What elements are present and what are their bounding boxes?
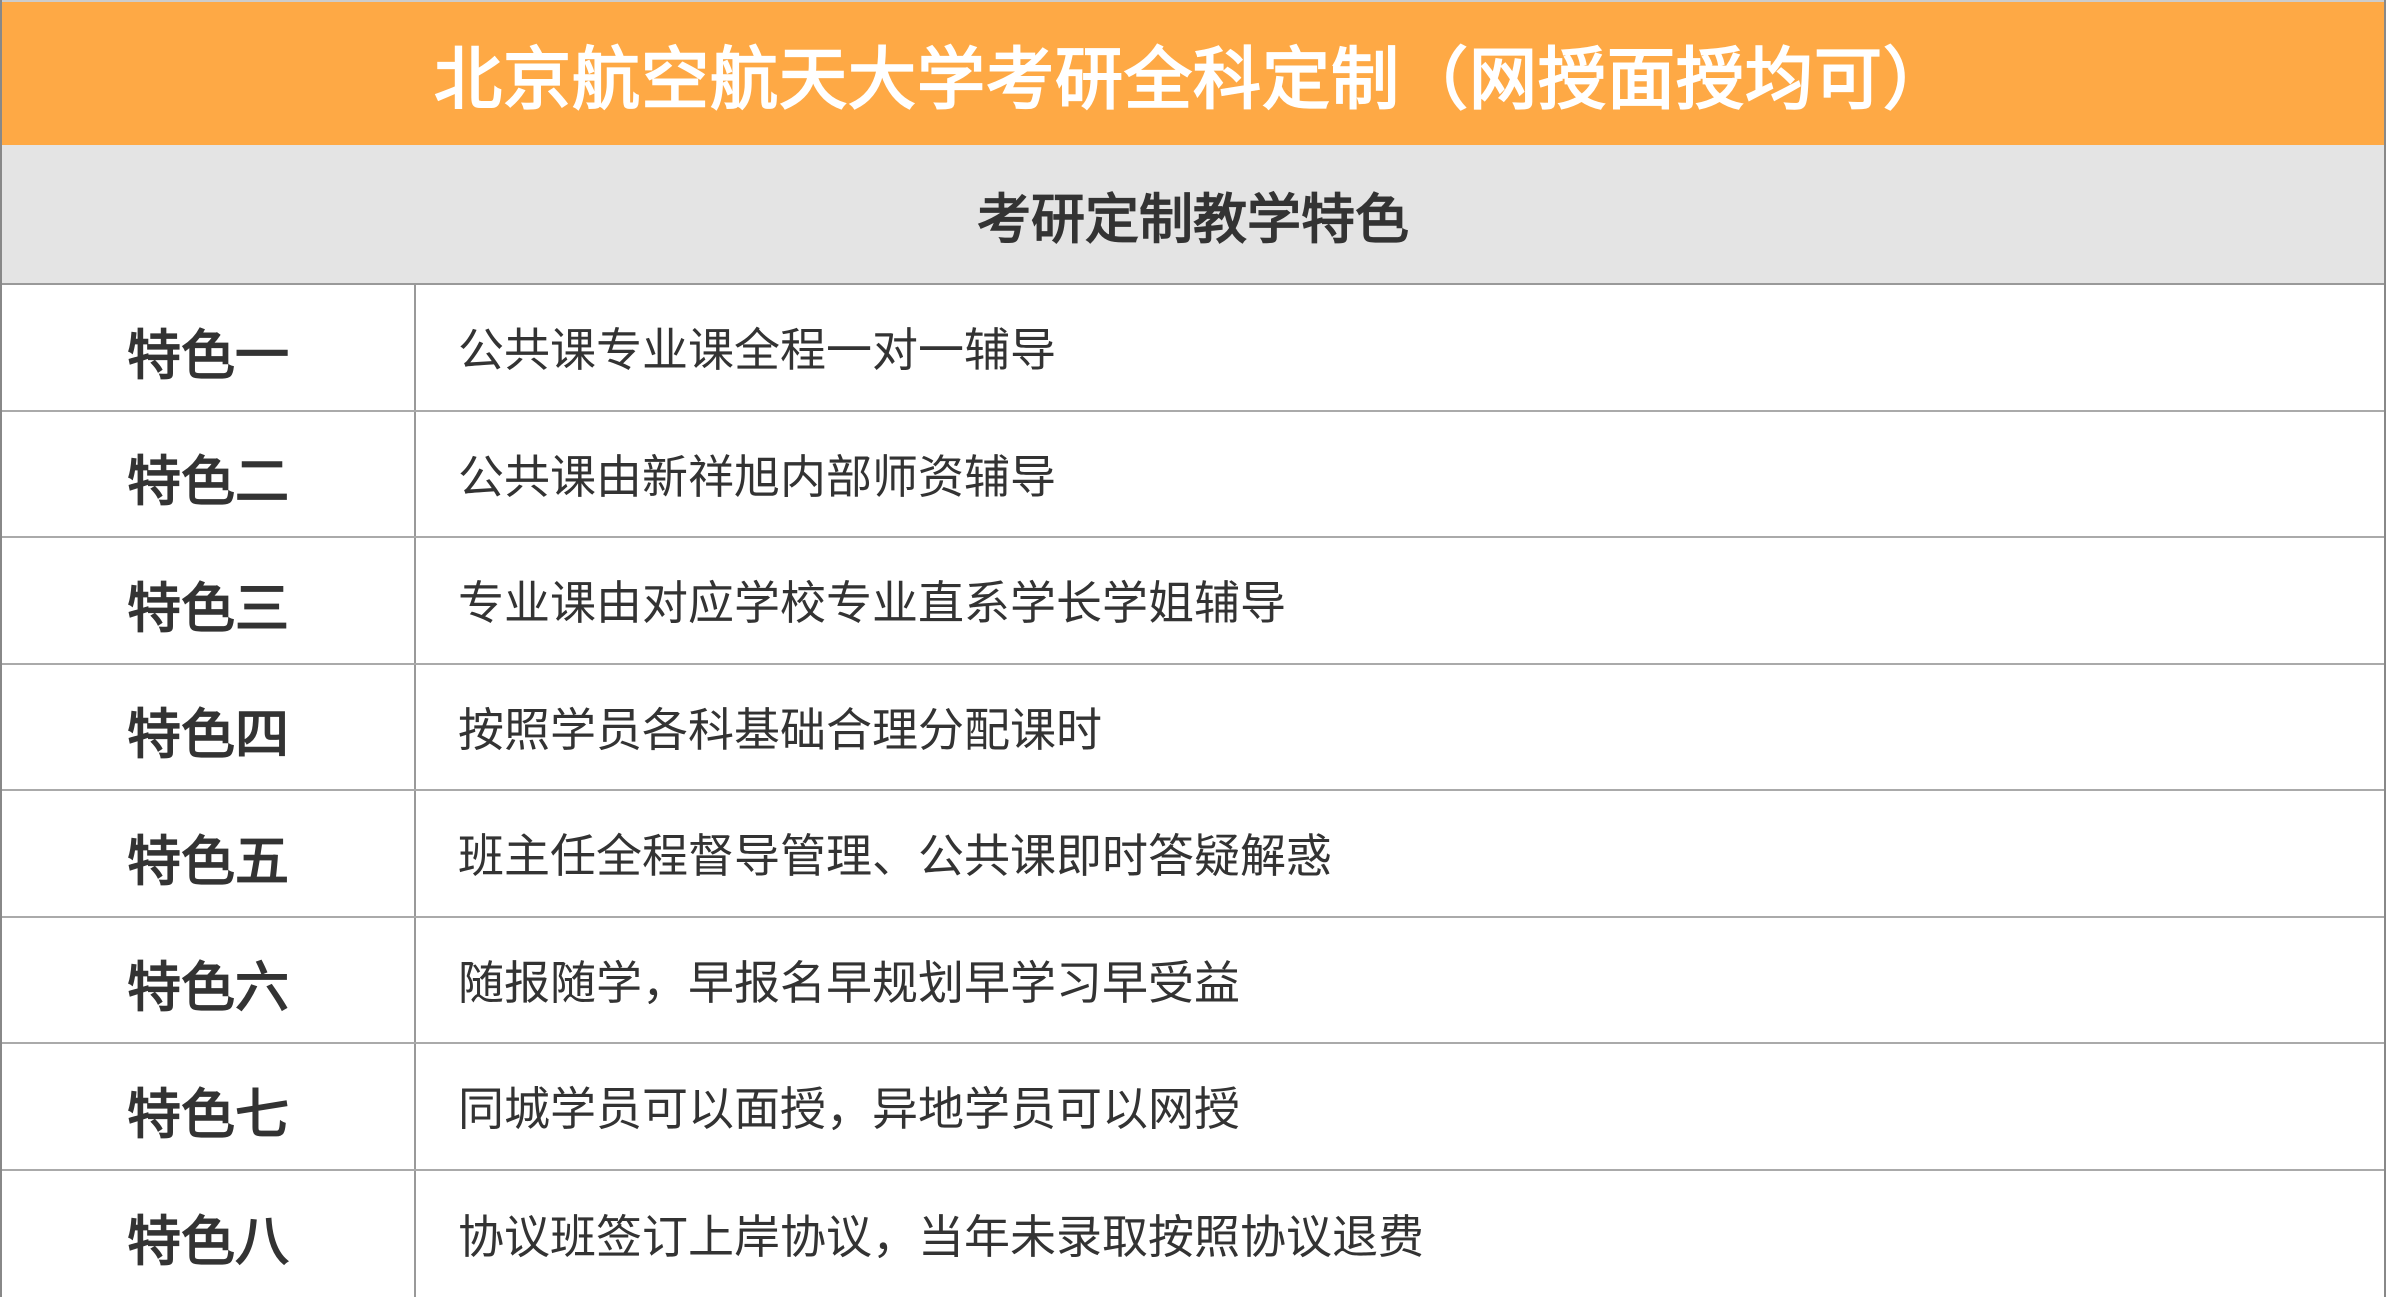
- feature-label: 特色七: [2, 1044, 416, 1169]
- feature-label: 特色八: [2, 1170, 416, 1297]
- table-row: 特色二 公共课由新祥旭内部师资辅导: [2, 411, 2384, 538]
- feature-label: 特色一: [2, 285, 416, 410]
- table-row: 特色一 公共课专业课全程一对一辅导: [2, 285, 2384, 412]
- feature-label: 特色四: [2, 664, 416, 789]
- feature-text: 按照学员各科基础合理分配课时: [458, 702, 1102, 757]
- feature-text: 公共课由新祥旭内部师资辅导: [458, 449, 1056, 504]
- feature-label: 特色五: [2, 791, 416, 916]
- table-row: 特色七 同城学员可以面授，异地学员可以网授: [2, 1044, 2384, 1171]
- feature-label: 特色六: [2, 917, 416, 1042]
- section-heading: 考研定制教学特色: [2, 145, 2384, 285]
- page-title: 北京航空航天大学考研全科定制（网授面授均可）: [2, 0, 2384, 145]
- feature-text: 公共课专业课全程一对一辅导: [458, 323, 1056, 378]
- feature-text: 同城学员可以面授，异地学员可以网授: [458, 1082, 1240, 1137]
- table-row: 特色八 协议班签订上岸协议，当年未录取按照协议退费: [2, 1170, 2384, 1297]
- feature-text: 协议班签订上岸协议，当年未录取按照协议退费: [458, 1209, 1424, 1264]
- feature-text: 随报随学，早报名早规划早学习早受益: [458, 955, 1240, 1010]
- table-row: 特色三 专业课由对应学校专业直系学长学姐辅导: [2, 538, 2384, 665]
- table-row: 特色四 按照学员各科基础合理分配课时: [2, 664, 2384, 791]
- feature-text: 专业课由对应学校专业直系学长学姐辅导: [458, 576, 1286, 631]
- table-row: 特色五 班主任全程督导管理、公共课即时答疑解惑: [2, 791, 2384, 918]
- feature-label: 特色二: [2, 411, 416, 536]
- feature-label: 特色三: [2, 538, 416, 663]
- feature-text: 班主任全程督导管理、公共课即时答疑解惑: [458, 829, 1332, 884]
- table-row: 特色六 随报随学，早报名早规划早学习早受益: [2, 917, 2384, 1044]
- table-body: 特色一 公共课专业课全程一对一辅导 特色二 公共课由新祥旭内部师资辅导 特色三 专业课由对…: [2, 285, 2384, 1297]
